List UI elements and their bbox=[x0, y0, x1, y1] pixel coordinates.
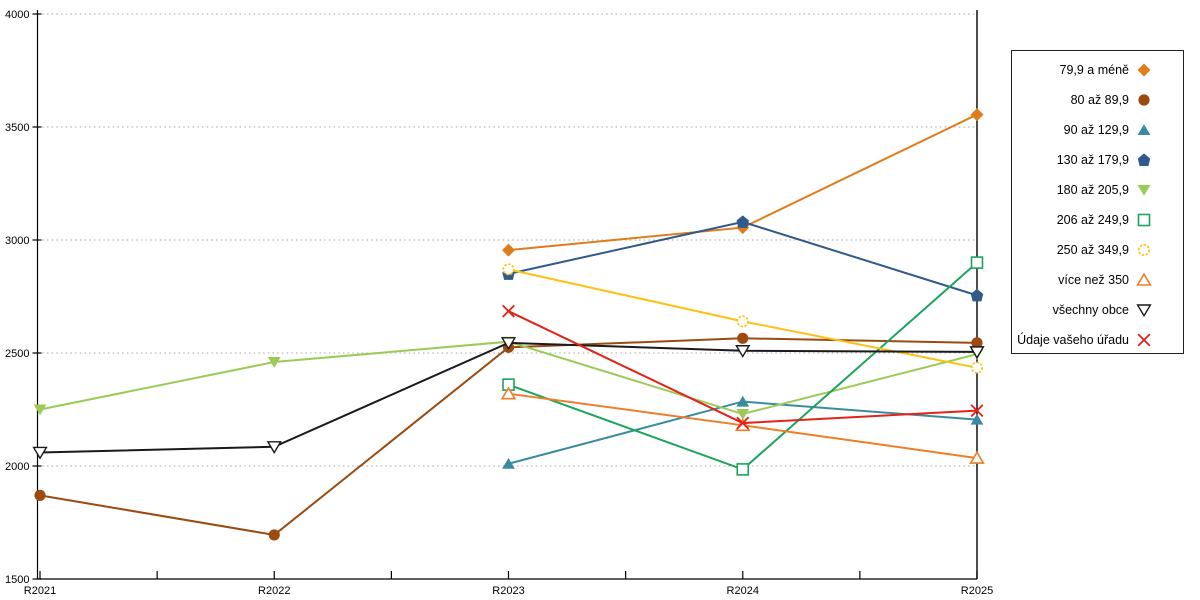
legend-item: Údaje vašeho úřadu bbox=[1012, 325, 1183, 355]
data-point-marker bbox=[969, 346, 985, 360]
legend-item: 250 až 349,9 bbox=[1012, 235, 1183, 265]
legend-label: Údaje vašeho úřadu bbox=[1017, 333, 1129, 347]
y-tick-label: 2500 bbox=[5, 348, 29, 360]
data-point-marker bbox=[970, 413, 984, 425]
legend-label: 250 až 349,9 bbox=[1056, 243, 1129, 257]
x-tick-label: R2024 bbox=[727, 585, 759, 597]
data-point-marker bbox=[266, 441, 282, 454]
legend-label: 90 až 129,9 bbox=[1063, 123, 1129, 137]
y-tick-label: 2000 bbox=[5, 461, 29, 473]
circle-dashed-legend-icon bbox=[1137, 243, 1151, 257]
legend-label: 79,9 a méně bbox=[1059, 63, 1130, 77]
data-point-marker bbox=[32, 446, 48, 460]
series-line bbox=[508, 261, 978, 471]
diamond-legend-icon bbox=[1137, 63, 1151, 77]
data-point-marker bbox=[736, 215, 749, 228]
legend-item: 80 až 89,9 bbox=[1012, 85, 1183, 115]
circle-legend-icon bbox=[1138, 94, 1150, 106]
legend-item: 90 až 129,9 bbox=[1012, 115, 1183, 145]
triangle-up-legend-icon bbox=[1136, 272, 1152, 286]
data-point-marker bbox=[502, 263, 515, 276]
pentagon-legend-icon bbox=[1137, 153, 1151, 166]
data-point-marker bbox=[502, 304, 515, 318]
data-point-marker bbox=[34, 489, 46, 501]
data-point-marker bbox=[1137, 63, 1151, 77]
square-legend-icon bbox=[1137, 213, 1151, 227]
y-tick-label: 3000 bbox=[5, 235, 29, 247]
data-point-marker bbox=[737, 332, 749, 344]
x-tick-label: R2025 bbox=[961, 585, 993, 597]
legend-item: všechny obce bbox=[1012, 295, 1183, 325]
legend-item: 206 až 249,9 bbox=[1012, 205, 1183, 235]
legend-label: více než 350 bbox=[1058, 273, 1129, 287]
data-point-marker bbox=[736, 416, 750, 430]
data-point-marker bbox=[502, 243, 515, 257]
data-point-marker bbox=[1136, 272, 1152, 286]
data-point-marker bbox=[1137, 333, 1151, 347]
data-point-marker bbox=[970, 256, 984, 269]
data-point-marker bbox=[736, 463, 750, 476]
data-point-marker bbox=[736, 409, 750, 420]
data-point-marker bbox=[971, 337, 983, 349]
x-tick-label: R2022 bbox=[258, 585, 290, 597]
legend-item: více než 350 bbox=[1012, 265, 1183, 295]
data-point-marker bbox=[1137, 124, 1151, 135]
x-tick-label: R2021 bbox=[24, 585, 56, 597]
y-tick-label: 4000 bbox=[5, 9, 29, 21]
data-point-marker bbox=[970, 361, 984, 374]
data-point-marker bbox=[1138, 94, 1150, 106]
legend-label: všechny obce bbox=[1052, 303, 1129, 317]
data-point-marker bbox=[500, 386, 517, 400]
y-tick-label: 3500 bbox=[5, 122, 29, 134]
data-point-marker bbox=[1136, 304, 1152, 318]
x-legend-icon bbox=[1137, 333, 1151, 347]
data-point-marker bbox=[500, 337, 517, 351]
data-point-marker bbox=[970, 404, 984, 418]
legend-item: 180 až 205,9 bbox=[1012, 175, 1183, 205]
data-point-marker bbox=[1137, 185, 1151, 196]
legend-item: 79,9 a méně bbox=[1012, 55, 1183, 85]
data-point-marker bbox=[502, 457, 515, 469]
data-point-marker bbox=[1137, 243, 1151, 257]
data-point-marker bbox=[1137, 213, 1151, 227]
data-point-marker bbox=[970, 288, 984, 302]
data-point-marker bbox=[33, 404, 47, 416]
data-point-marker bbox=[735, 345, 751, 358]
y-tick-label: 1500 bbox=[5, 574, 29, 586]
legend-item: 130 až 179,9 bbox=[1012, 145, 1183, 175]
series-line bbox=[39, 337, 978, 536]
x-tick-label: R2023 bbox=[492, 585, 524, 597]
legend-label: 206 až 249,9 bbox=[1056, 213, 1129, 227]
triangle-up-legend-icon bbox=[1137, 124, 1151, 135]
legend-label: 180 až 205,9 bbox=[1056, 183, 1129, 197]
triangle-down-legend-icon bbox=[1136, 304, 1152, 318]
data-point-marker bbox=[267, 357, 281, 368]
data-point-marker bbox=[736, 315, 749, 328]
data-point-marker bbox=[969, 450, 985, 464]
data-point-marker bbox=[736, 395, 750, 407]
legend-label: 130 až 179,9 bbox=[1056, 153, 1129, 167]
legend-label: 80 až 89,9 bbox=[1070, 93, 1129, 107]
triangle-down-legend-icon bbox=[1137, 185, 1151, 196]
data-point-marker bbox=[970, 108, 984, 122]
chart-legend: 79,9 a méně 80 až 89,9 90 až 129,9 130 až 1… bbox=[1011, 50, 1184, 354]
data-point-marker bbox=[734, 417, 751, 432]
data-point-marker bbox=[268, 529, 280, 541]
data-point-marker bbox=[1137, 153, 1151, 166]
